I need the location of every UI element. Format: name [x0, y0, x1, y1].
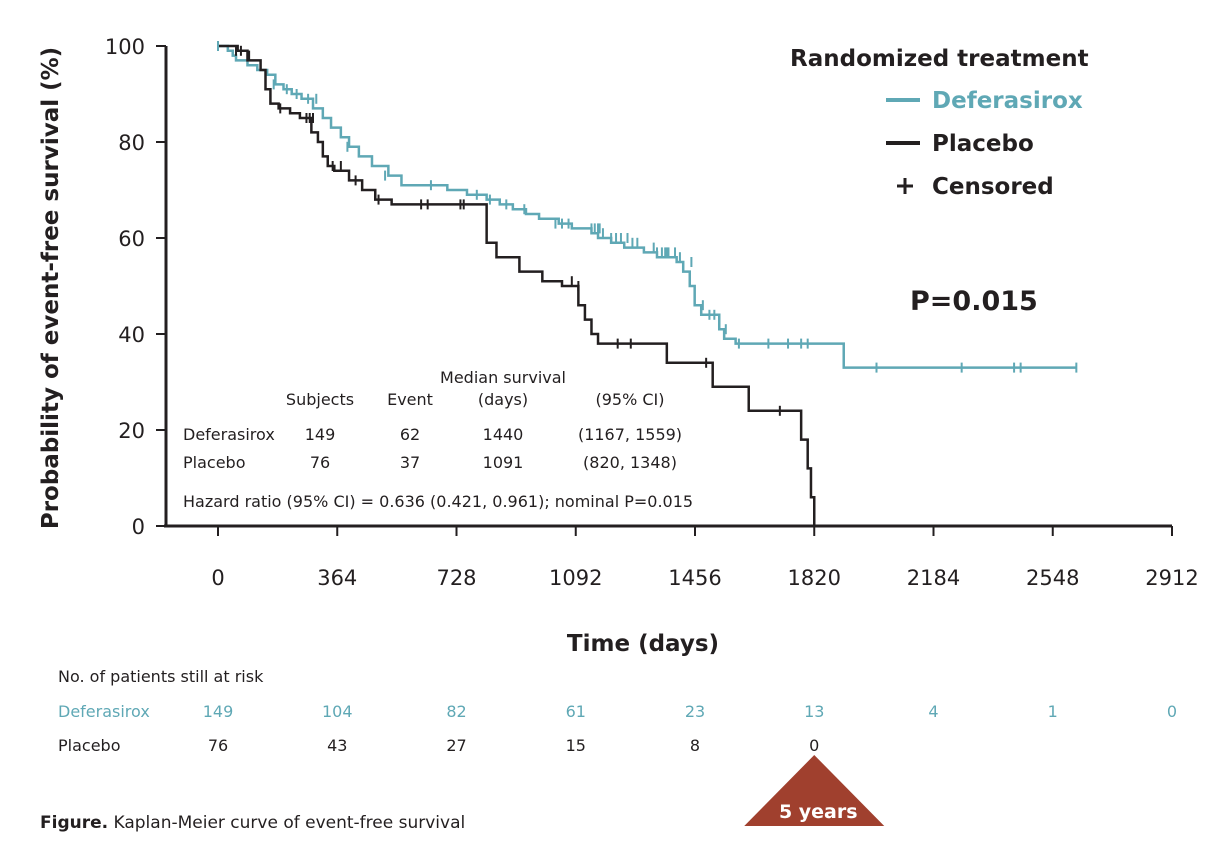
y-tick-label: 40	[118, 323, 145, 347]
stats-row-name: Placebo	[183, 453, 245, 472]
risk-value: 0	[1167, 702, 1177, 721]
risk-value: 149	[203, 702, 234, 721]
x-tick-label: 0	[211, 566, 224, 590]
risk-value: 15	[566, 736, 586, 755]
stats-row-median: 1440	[483, 425, 524, 444]
x-tick-label: 728	[436, 566, 476, 590]
x-tick-label: 2548	[1026, 566, 1079, 590]
risk-values: 149 104 82 61 23 13 4 1 0 76 43 27 15 8 0	[203, 702, 1177, 755]
legend-swatch-censored	[897, 178, 913, 194]
stats-row-subjects: 149	[305, 425, 336, 444]
p-value-label: P=0.015	[910, 286, 1038, 317]
x-tick-label: 2184	[907, 566, 960, 590]
stats-header-event: Event	[387, 390, 433, 409]
x-tick-label: 364	[317, 566, 357, 590]
legend-label-deferasirox: Deferasirox	[932, 88, 1083, 114]
stats-row-event: 62	[400, 425, 420, 444]
series-line-deferasirox	[218, 44, 1077, 369]
risk-value: 104	[322, 702, 353, 721]
risk-value: 0	[809, 736, 819, 755]
legend-label-placebo: Placebo	[932, 131, 1034, 157]
badge-triangle	[744, 755, 885, 826]
risk-table-title: No. of patients still at risk	[58, 667, 264, 686]
y-tick-label: 0	[132, 515, 145, 539]
risk-value: 23	[685, 702, 705, 721]
stats-row-ci: (1167, 1559)	[578, 425, 682, 444]
x-tick-label: 1820	[788, 566, 841, 590]
stats-header-ci: (95% CI)	[595, 390, 664, 409]
stats-header-median: (days)	[478, 390, 528, 409]
stats-row-subjects: 76	[310, 453, 330, 472]
stats-row-name: Deferasirox	[183, 425, 275, 444]
risk-value: 8	[690, 736, 700, 755]
series-line-placebo	[218, 44, 816, 526]
risk-row-name-placebo: Placebo	[58, 736, 120, 755]
figure-caption: Figure. Kaplan-Meier curve of event-free…	[40, 813, 465, 833]
y-tick-label: 100	[105, 35, 145, 59]
risk-table: No. of patients still at risk Deferasiro…	[58, 667, 1177, 755]
stats-row-event: 37	[400, 453, 420, 472]
hazard-ratio-text: Hazard ratio (95% CI) = 0.636 (0.421, 0.…	[183, 492, 693, 511]
y-axis-title: Probability of event-free survival (%)	[38, 47, 64, 529]
x-tick-label: 1092	[549, 566, 602, 590]
series-layer	[218, 44, 1077, 526]
y-tick-label: 60	[118, 227, 145, 251]
stats-table: Median survival Subjects Event (days) (9…	[183, 368, 693, 511]
y-tick-label: 20	[118, 419, 145, 443]
stats-header-subjects: Subjects	[286, 390, 354, 409]
risk-value: 27	[446, 736, 466, 755]
risk-value: 76	[208, 736, 228, 755]
stats-row-ci: (820, 1348)	[583, 453, 677, 472]
y-tick-label: 80	[118, 131, 145, 155]
axis-ticks: 0 364 728 1092 1456 1820 2184 2548 2912 0 20 40 60 80…	[105, 35, 1199, 590]
risk-value: 43	[327, 736, 347, 755]
axes	[164, 46, 1172, 528]
stats-header-group: Median survival	[440, 368, 566, 387]
legend-title: Randomized treatment	[790, 46, 1089, 72]
risk-row-name-deferasirox: Deferasirox	[58, 702, 150, 721]
badge-label: 5 years	[779, 801, 858, 823]
caption-bold: Figure.	[40, 813, 108, 833]
risk-value: 1	[1048, 702, 1058, 721]
x-axis-title: Time (days)	[567, 631, 719, 657]
legend: Randomized treatment Deferasirox Placebo…	[790, 46, 1089, 200]
caption-text: Kaplan-Meier curve of event-free surviva…	[108, 813, 465, 833]
x-tick-label: 2912	[1145, 566, 1198, 590]
stats-row-median: 1091	[483, 453, 524, 472]
risk-value: 82	[446, 702, 466, 721]
five-years-badge: 5 years	[744, 755, 885, 826]
risk-value: 61	[566, 702, 586, 721]
risk-value: 13	[804, 702, 824, 721]
legend-label-censored: Censored	[932, 174, 1054, 200]
censor-marks	[217, 41, 1078, 416]
x-tick-label: 1456	[668, 566, 721, 590]
risk-value: 4	[928, 702, 938, 721]
